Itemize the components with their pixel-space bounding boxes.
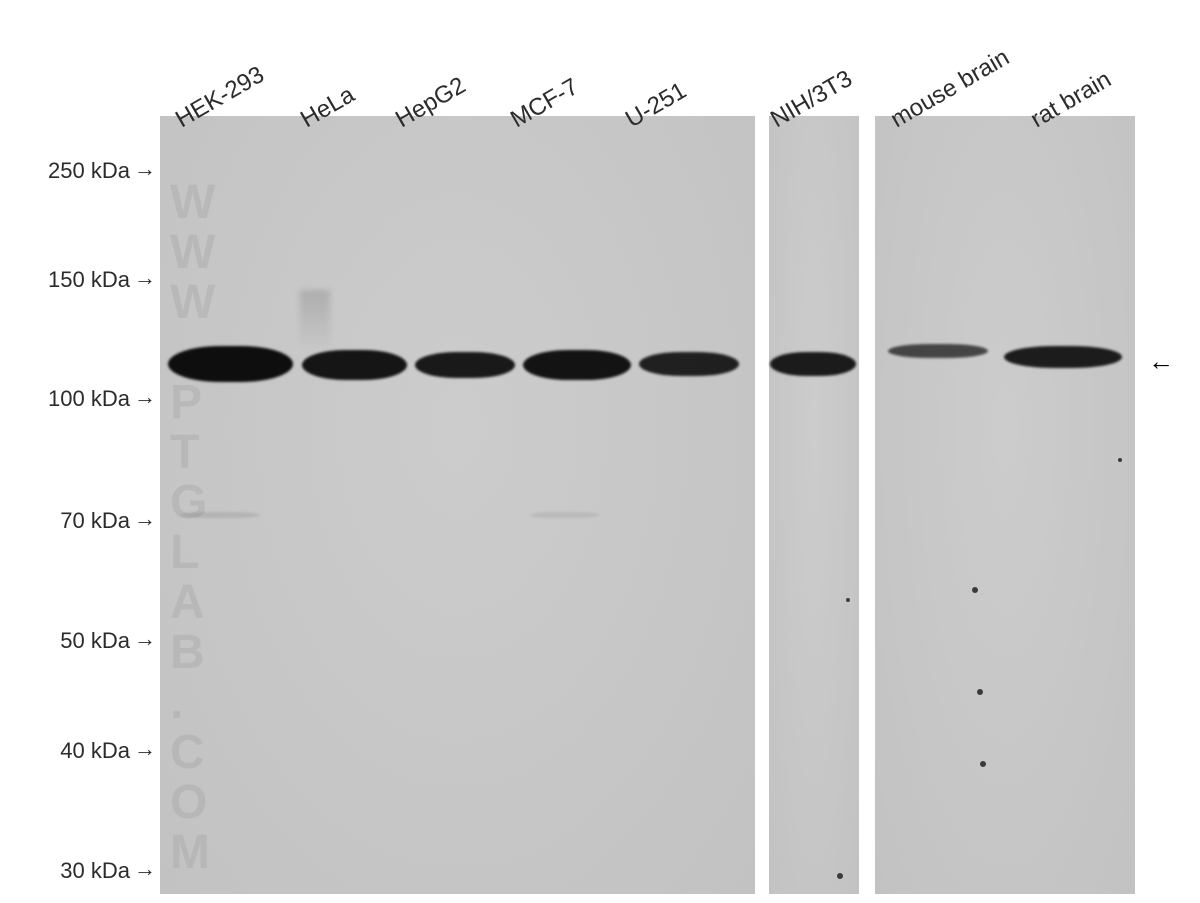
panel-gap-1 <box>755 116 769 894</box>
mw-marker-label: 100 kDa <box>48 386 130 412</box>
mw-marker-label: 250 kDa <box>48 158 130 184</box>
mw-marker-label: 50 kDa <box>60 628 130 654</box>
mw-marker-label: 150 kDa <box>48 267 130 293</box>
mw-marker-label: 40 kDa <box>60 738 130 764</box>
blot-membrane-panel-3 <box>875 116 1135 894</box>
faint-band <box>180 512 260 518</box>
artifact-spot <box>972 587 978 593</box>
protein-band <box>168 346 293 382</box>
western-blot-figure: WWW.PTGLAB.COM 250 kDa→150 kDa→100 kDa→7… <box>0 0 1200 903</box>
artifact-spot <box>1118 458 1122 462</box>
mw-marker-label: 70 kDa <box>60 508 130 534</box>
mw-marker-arrow-icon: → <box>134 856 156 882</box>
artifact-spot <box>977 689 983 695</box>
artifact-spot <box>846 598 850 602</box>
protein-band <box>888 344 988 358</box>
band-smear <box>300 290 330 350</box>
mw-marker-arrow-icon: → <box>134 736 156 762</box>
mw-marker-arrow-icon: → <box>134 265 156 291</box>
protein-band <box>302 350 407 380</box>
mw-marker-arrow-icon: → <box>134 384 156 410</box>
mw-marker-arrow-icon: → <box>134 626 156 652</box>
target-band-arrow-icon: ← <box>1148 346 1174 377</box>
artifact-spot <box>837 873 843 879</box>
protein-band <box>770 352 856 376</box>
protein-band <box>415 352 515 378</box>
mw-marker-arrow-icon: → <box>134 506 156 532</box>
faint-band <box>530 512 600 518</box>
panel-gap-2 <box>859 116 875 894</box>
blot-membrane-panel-1 <box>160 116 755 894</box>
mw-marker-label: 30 kDa <box>60 858 130 884</box>
protein-band <box>523 350 631 380</box>
artifact-spot <box>980 761 986 767</box>
mw-marker-arrow-icon: → <box>134 156 156 182</box>
protein-band <box>1004 346 1122 368</box>
blot-membrane-panel-2 <box>769 116 859 894</box>
protein-band <box>639 352 739 376</box>
